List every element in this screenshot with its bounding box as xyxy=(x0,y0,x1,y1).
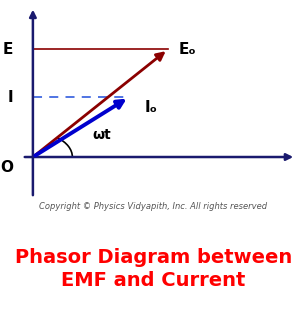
Text: ωt: ωt xyxy=(92,128,111,142)
Text: E: E xyxy=(3,42,13,57)
Text: O: O xyxy=(0,160,13,175)
Text: Eₒ: Eₒ xyxy=(179,42,196,57)
Text: Copyright © Physics Vidyapith, Inc. All rights reserved: Copyright © Physics Vidyapith, Inc. All … xyxy=(39,202,268,211)
Text: I: I xyxy=(8,90,13,105)
Text: Phasor Diagram between
EMF and Current: Phasor Diagram between EMF and Current xyxy=(15,248,292,290)
Text: Iₒ: Iₒ xyxy=(144,100,157,115)
